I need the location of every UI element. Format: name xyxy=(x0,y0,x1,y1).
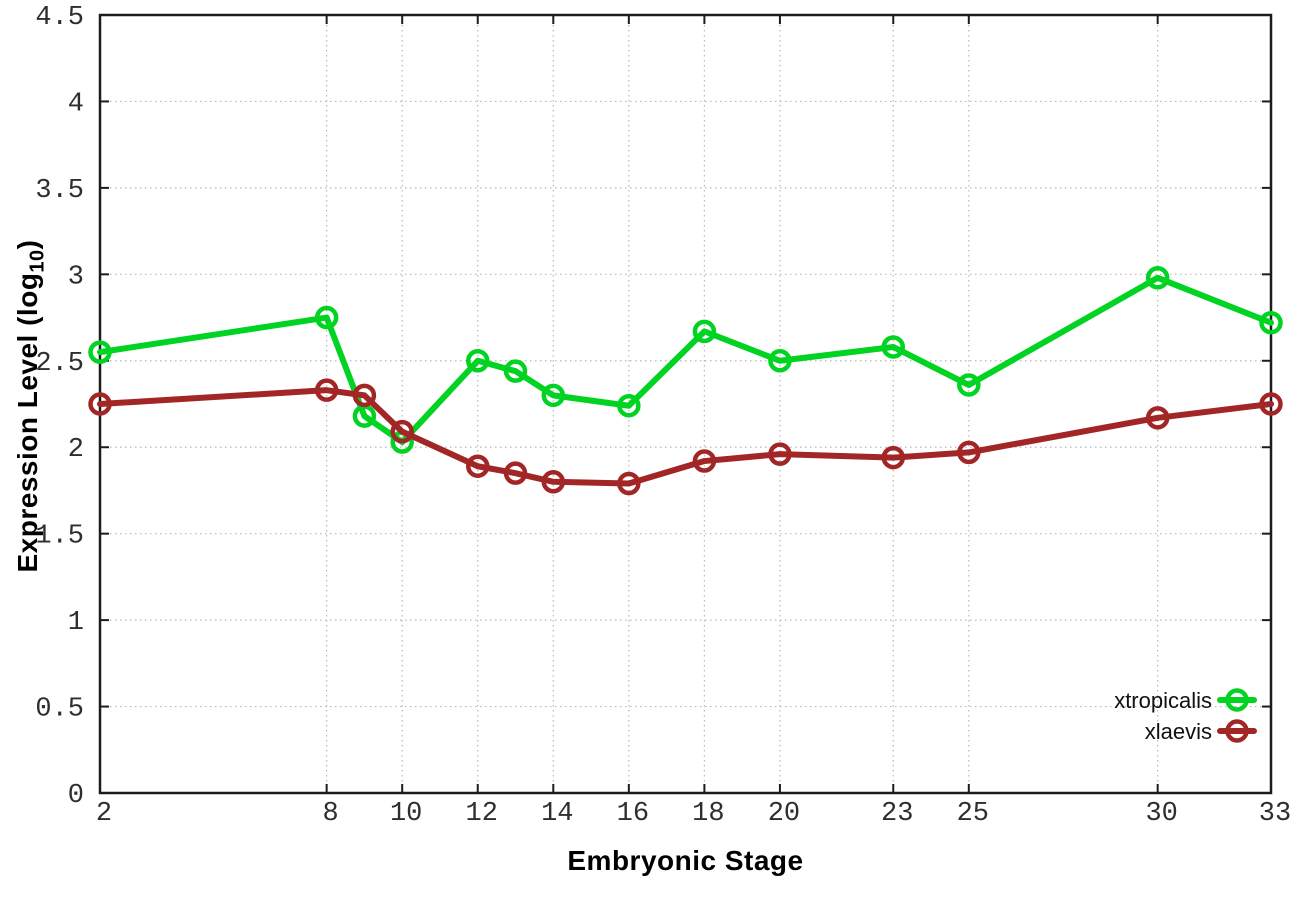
data-point-xtropicalis xyxy=(1145,266,1170,290)
y-tick-label: 1 xyxy=(68,608,84,638)
data-point-xtropicalis xyxy=(957,373,981,397)
data-point-xlaevis xyxy=(390,419,414,444)
x-tick-label: 8 xyxy=(323,799,339,829)
data-point-xtropicalis xyxy=(88,340,112,364)
y-tick-label: 4 xyxy=(68,89,84,119)
y-axis-title-pre: Expression Level (log xyxy=(12,272,43,573)
data-point-xtropicalis xyxy=(465,349,490,373)
y-tick-label: 2.5 xyxy=(35,349,84,379)
data-point-xlaevis xyxy=(314,378,339,402)
plot-border xyxy=(98,13,1273,795)
data-point-xlaevis xyxy=(352,383,377,408)
data-point-xtropicalis xyxy=(503,359,528,383)
data-point-xlaevis xyxy=(1145,406,1170,430)
y-tick-label: 0.5 xyxy=(35,695,84,725)
data-point-xlaevis xyxy=(541,470,566,494)
data-point-xlaevis xyxy=(88,392,112,416)
y-tick-label: 0 xyxy=(68,781,84,811)
x-tick-label: 20 xyxy=(768,799,800,829)
x-tick-label: 25 xyxy=(957,799,989,829)
data-point-xlaevis xyxy=(957,440,981,465)
y-tick-label: 3 xyxy=(68,262,84,292)
y-tick-label: 1.5 xyxy=(35,522,84,552)
data-point-xtropicalis xyxy=(314,305,339,330)
data-point-xlaevis xyxy=(503,461,528,485)
x-tick-label: 18 xyxy=(692,799,724,829)
x-tick-label: 14 xyxy=(541,799,573,829)
y-axis-title: Expression Level (log10) xyxy=(12,6,49,806)
legend-label-xlaevis: xlaevis xyxy=(1145,719,1212,744)
y-axis-title-sub: 10 xyxy=(26,249,49,273)
data-point-xlaevis xyxy=(465,454,490,478)
data-point-xtropicalis xyxy=(692,319,717,344)
y-axis-title-post: ) xyxy=(12,239,43,250)
y-tick-label: 4.5 xyxy=(35,3,84,33)
data-point-xlaevis xyxy=(692,449,717,473)
x-tick-label: 12 xyxy=(466,799,498,829)
legend-label-xtropicalis: xtropicalis xyxy=(1114,688,1212,713)
legend-sample-marker-xlaevis xyxy=(1225,719,1249,743)
data-point-xtropicalis xyxy=(1259,310,1283,335)
data-point-xtropicalis xyxy=(541,383,566,408)
data-point-xlaevis xyxy=(881,445,906,470)
x-tick-label: 2 xyxy=(96,799,112,829)
data-point-xlaevis xyxy=(768,442,792,466)
x-tick-label: 16 xyxy=(617,799,649,829)
series-line-xlaevis xyxy=(97,387,1274,487)
data-point-xtropicalis xyxy=(768,349,792,373)
data-point-xtropicalis xyxy=(617,393,641,418)
series-line-xtropicalis xyxy=(97,274,1274,446)
x-axis-title: Embryonic Stage xyxy=(567,845,804,876)
data-point-xlaevis xyxy=(617,471,641,496)
x-tick-label: 33 xyxy=(1259,799,1291,829)
data-point-xtropicalis xyxy=(881,335,906,359)
y-tick-label: 3.5 xyxy=(35,176,84,206)
x-tick-label: 30 xyxy=(1145,799,1177,829)
data-point-xlaevis xyxy=(1259,392,1283,416)
x-tick-label: 23 xyxy=(881,799,913,829)
x-tick-label: 10 xyxy=(390,799,422,829)
y-tick-label: 2 xyxy=(68,435,84,465)
legend-sample-marker-xtropicalis xyxy=(1225,688,1249,712)
